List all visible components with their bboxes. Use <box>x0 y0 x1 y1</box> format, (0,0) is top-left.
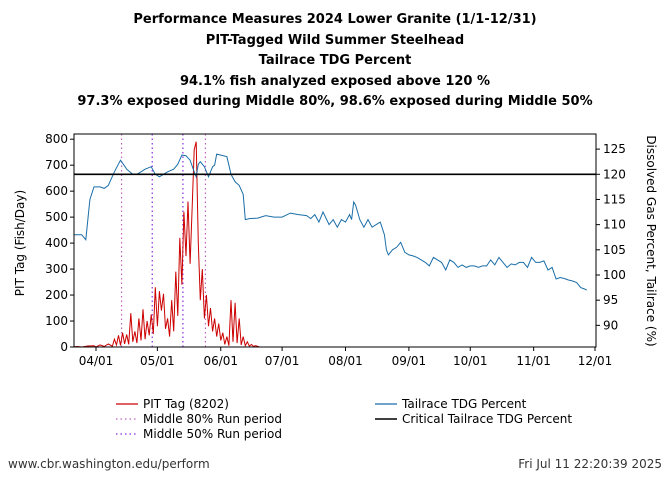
left-tick-label: 400 <box>45 236 68 250</box>
plot-series-group <box>74 134 596 347</box>
right-tick-label: 100 <box>603 268 626 282</box>
x-tick-label: 08/01 <box>328 354 363 368</box>
left-tick-label: 600 <box>45 184 68 198</box>
left-tick-label: 500 <box>45 210 68 224</box>
title-line-2: PIT-Tagged Wild Summer Steelhead <box>205 32 465 48</box>
left-tick-label: 100 <box>45 314 68 328</box>
title-line-5: 97.3% exposed during Middle 80%, 98.6% e… <box>77 94 593 109</box>
x-tick-label: 11/01 <box>516 354 551 368</box>
plot-content <box>74 134 596 347</box>
left-tick-label: 700 <box>45 158 68 172</box>
chart-title: Performance Measures 2024 Lower Granite … <box>0 10 670 113</box>
axes: 0 100 200 300 400 500 600 700 800 90 95 100 105 110 11… <box>45 132 626 368</box>
legend: PIT Tag (8202) Middle 80% Run period Mid… <box>116 397 572 441</box>
legend-pit-label: PIT Tag (8202) <box>143 397 229 411</box>
right-tick-label: 115 <box>603 192 626 206</box>
left-tick-label: 200 <box>45 288 68 302</box>
footer-timestamp: Fri Jul 11 22:20:39 2025 <box>518 457 662 471</box>
legend-mid50-label: Middle 50% Run period <box>143 427 282 441</box>
x-tick-label: 06/01 <box>203 354 238 368</box>
title-line-1: Performance Measures 2024 Lower Granite … <box>133 12 537 27</box>
right-tick-label: 125 <box>603 142 626 156</box>
right-tick-label: 110 <box>603 218 626 232</box>
legend-mid80-label: Middle 80% Run period <box>143 412 282 426</box>
x-tick-label: 04/01 <box>79 354 114 368</box>
x-tick-label: 05/01 <box>140 354 175 368</box>
left-tick-label: 800 <box>45 132 68 146</box>
pit-tag-line <box>74 141 272 347</box>
left-tick-label: 0 <box>60 340 68 354</box>
title-line-3: Tailrace TDG Percent <box>258 53 412 68</box>
x-tick-label: 10/01 <box>453 354 488 368</box>
right-tick-label: 95 <box>603 293 618 307</box>
right-tick-label: 105 <box>603 243 626 257</box>
left-axis-label: PIT Tag (Fish/Day) <box>13 190 27 296</box>
plot-frame <box>73 133 597 348</box>
title-line-4: 94.1% fish analyzed exposed above 120 % <box>179 73 491 89</box>
right-tick-label: 120 <box>603 167 626 181</box>
right-tick-label: 90 <box>603 318 618 332</box>
x-tick-label: 09/01 <box>392 354 427 368</box>
legend-tdg-label: Tailrace TDG Percent <box>401 397 527 411</box>
x-tick-label: 12/01 <box>578 354 613 368</box>
x-tick-label: 07/01 <box>265 354 300 368</box>
left-tick-label: 300 <box>45 262 68 276</box>
footer-url[interactable]: www.cbr.washington.edu/perform <box>8 457 210 471</box>
right-axis-label: Dissolved Gas Percent, Tailrace (%) <box>644 135 658 346</box>
legend-critical-label: Critical Tailrace TDG Percent <box>402 412 572 426</box>
